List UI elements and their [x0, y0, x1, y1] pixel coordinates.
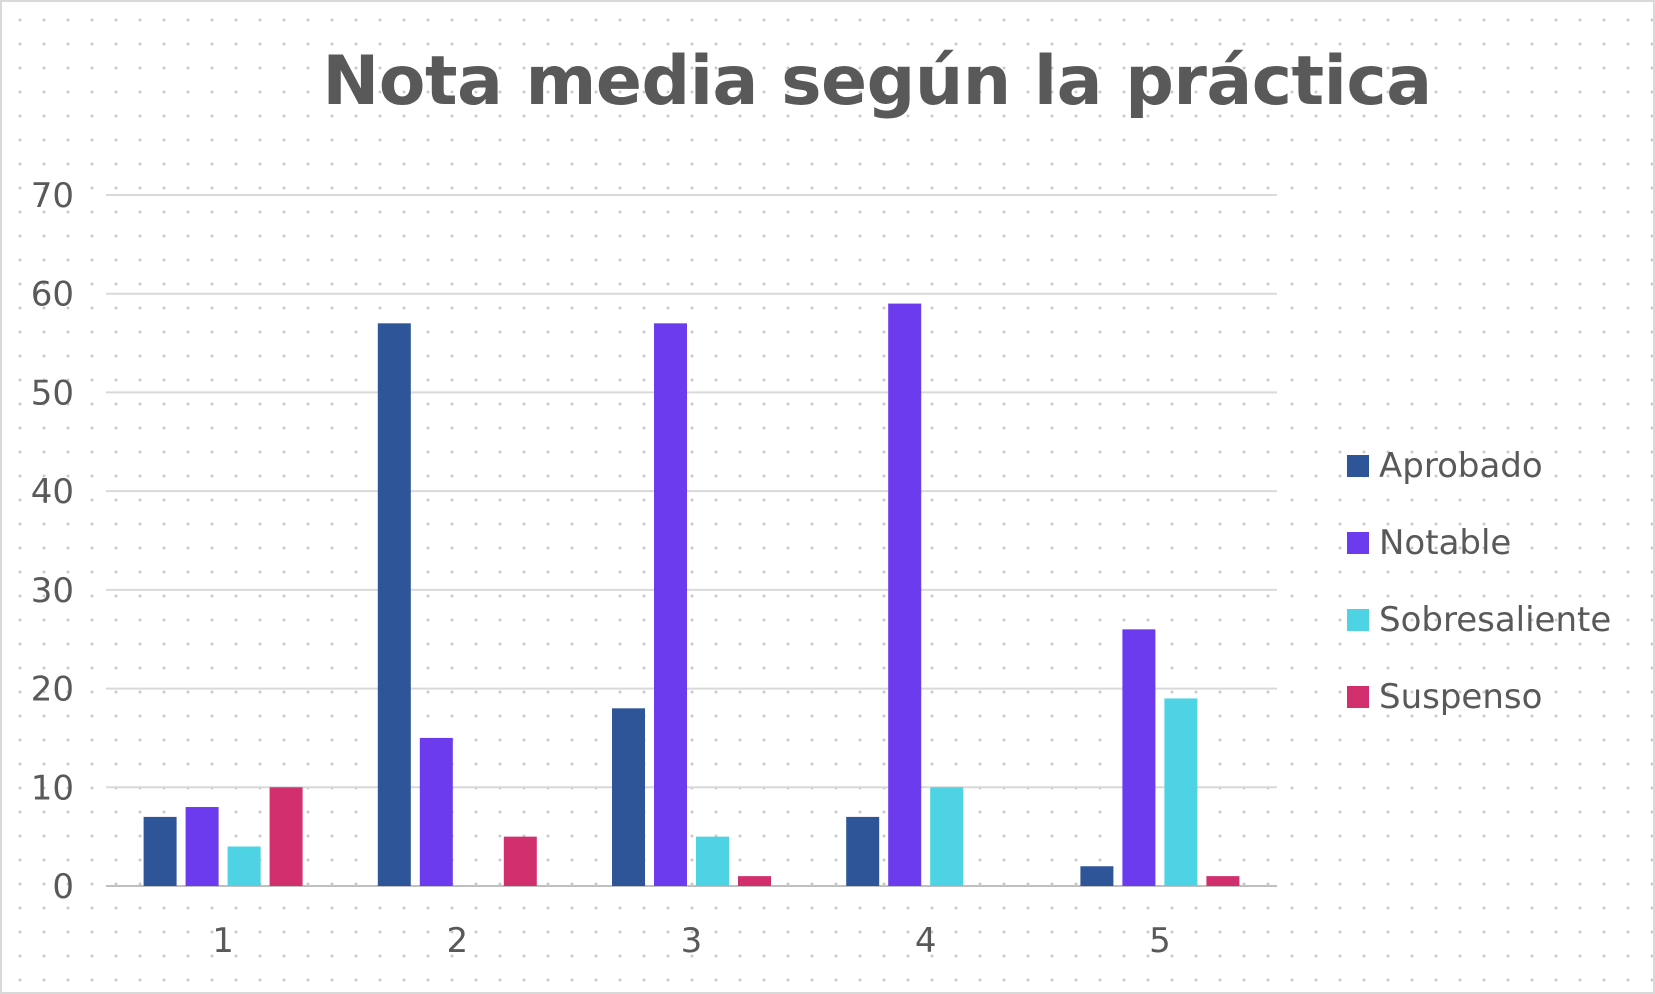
y-tick-label: 0: [52, 867, 74, 907]
bar-aprobado: [143, 816, 177, 886]
bar-suspenso: [1206, 876, 1240, 886]
legend-label: Notable: [1379, 522, 1512, 563]
bar-notable: [185, 807, 219, 886]
bar-sobresaliente: [1164, 698, 1198, 886]
bar-aprobado: [1080, 866, 1114, 886]
bar-suspenso: [738, 876, 771, 886]
legend-label: Aprobado: [1379, 445, 1543, 486]
legend-label: Suspenso: [1379, 676, 1543, 717]
x-tick-label: 1: [212, 921, 234, 961]
bar-aprobado: [612, 708, 645, 886]
y-tick-label: 50: [31, 373, 74, 413]
bar-notable: [1122, 629, 1156, 886]
y-tick-label: 10: [31, 768, 74, 808]
bar-suspenso: [269, 787, 303, 886]
y-tick-label: 70: [31, 176, 74, 216]
legend-item-notable: Notable: [1347, 504, 1611, 581]
y-tick-label: 20: [31, 670, 74, 710]
legend-item-sobresaliente: Sobresaliente: [1347, 581, 1611, 658]
bar-aprobado: [846, 816, 880, 886]
bar-suspenso: [503, 836, 537, 886]
x-tick-label: 3: [681, 921, 703, 961]
x-tick-label: 4: [915, 921, 937, 961]
legend-swatch: [1347, 454, 1369, 477]
bar-notable: [888, 303, 922, 887]
x-tick-label: 5: [1149, 921, 1171, 961]
bar-sobresaliente: [930, 787, 964, 886]
chart-title: Nota media según la práctica: [322, 42, 1432, 121]
legend-swatch: [1347, 531, 1369, 554]
legend-swatch: [1347, 685, 1369, 708]
y-tick-label: 60: [31, 275, 74, 315]
legend-swatch: [1347, 608, 1369, 631]
bar-notable: [654, 323, 687, 886]
legend-item-aprobado: Aprobado: [1347, 427, 1611, 504]
bar-aprobado: [377, 323, 411, 886]
y-tick-label: 40: [31, 472, 74, 512]
bar-sobresaliente: [696, 836, 729, 886]
legend-label: Sobresaliente: [1379, 599, 1612, 640]
legend: Aprobado Notable Sobresaliente Suspenso: [1347, 427, 1611, 735]
x-tick-label: 2: [446, 921, 468, 961]
bar-notable: [419, 737, 453, 886]
legend-item-suspenso: Suspenso: [1347, 658, 1611, 735]
bar-sobresaliente: [227, 846, 261, 886]
y-tick-label: 30: [31, 571, 74, 611]
